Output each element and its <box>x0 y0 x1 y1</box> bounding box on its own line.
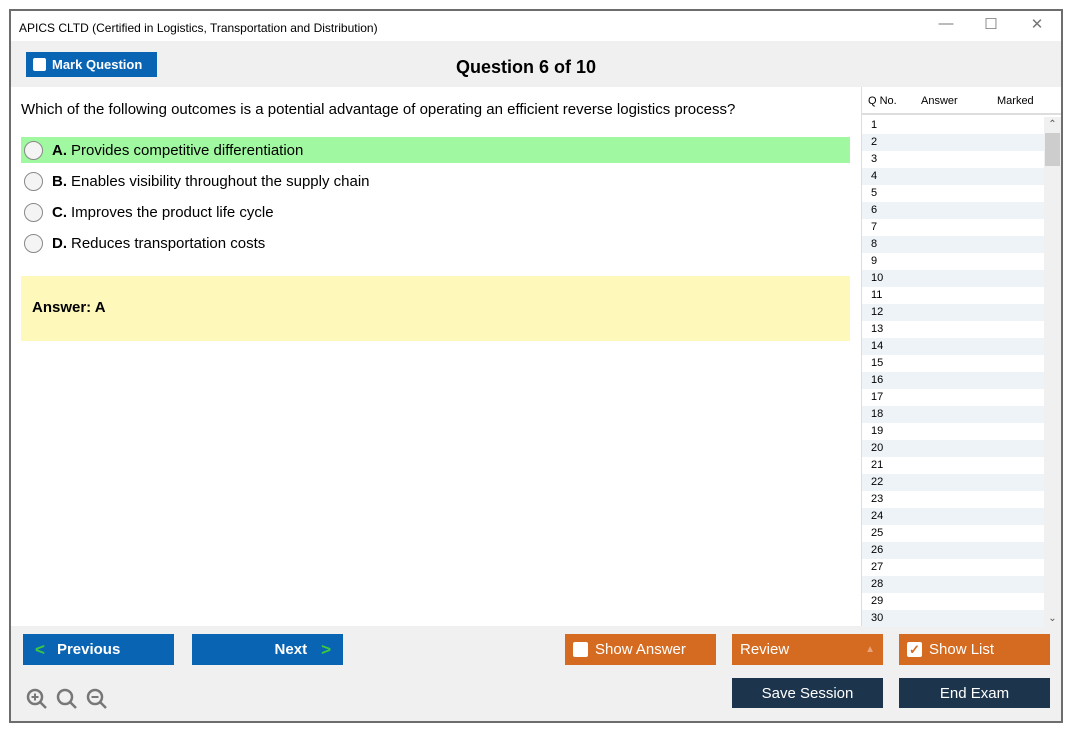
list-rows: 1 2 3 4 5 6 7 8 9 10 11 12 13 14 15 16 17 18 19 20 21 22 23 24 2… <box>862 117 1044 627</box>
option-letter: D. <box>52 234 67 252</box>
scroll-down-icon[interactable]: ⌄ <box>1048 613 1057 624</box>
list-row[interactable]: 6 <box>862 202 1044 219</box>
end-exam-button[interactable]: End Exam <box>899 678 1050 708</box>
minimize-button[interactable]: — <box>938 15 954 32</box>
radio-icon[interactable] <box>24 171 43 191</box>
header-marked: Marked <box>997 95 1034 107</box>
zoom-controls <box>26 688 107 709</box>
list-row[interactable]: 2 <box>862 134 1044 151</box>
list-row[interactable]: 29 <box>871 595 884 607</box>
toolbar: Mark Question Question 6 of 10 <box>11 41 1061 87</box>
checkbox-icon[interactable] <box>573 642 588 657</box>
scrollbar[interactable]: ⌃ ⌄ <box>1044 117 1061 626</box>
list-row[interactable]: 1 <box>871 119 878 131</box>
list-row[interactable]: 24 <box>862 508 1044 525</box>
list-row[interactable]: 18 <box>862 406 1044 423</box>
list-row[interactable]: 23 <box>871 493 884 505</box>
app-window: APICS CLTD (Certified in Logistics, Tran… <box>9 9 1063 723</box>
scroll-up-icon[interactable]: ⌃ <box>1048 119 1057 130</box>
checkmark-icon[interactable]: ✓ <box>907 642 922 657</box>
next-label: Next <box>274 641 308 658</box>
radio-icon[interactable] <box>24 202 43 222</box>
list-row[interactable]: 26 <box>862 542 1044 559</box>
list-row[interactable]: 16 <box>862 372 1044 389</box>
list-header: Q No. Answer Marked <box>862 87 1061 115</box>
previous-label: Previous <box>56 641 121 658</box>
option-c[interactable]: C. Improves the product life cycle <box>21 199 850 225</box>
list-row[interactable]: 28 <box>862 576 1044 593</box>
header-qno: Q No. <box>868 95 897 107</box>
checkbox-icon <box>33 58 46 71</box>
previous-button[interactable]: < Previous <box>23 634 174 665</box>
list-row[interactable]: 9 <box>871 255 878 267</box>
list-row[interactable]: 20 <box>862 440 1044 457</box>
radio-icon[interactable] <box>24 140 43 160</box>
option-d[interactable]: D. Reduces transportation costs <box>21 230 850 256</box>
next-button[interactable]: Next > <box>192 634 343 665</box>
list-row[interactable]: 17 <box>871 391 884 403</box>
show-answer-label: Show Answer <box>595 641 686 658</box>
list-row[interactable]: 10 <box>862 270 1044 287</box>
zoom-reset-icon[interactable] <box>56 688 77 709</box>
list-row[interactable]: 21 <box>871 459 884 471</box>
radio-icon[interactable] <box>24 233 43 253</box>
list-row[interactable]: 22 <box>862 474 1044 491</box>
question-area: Which of the following outcomes is a pot… <box>11 87 861 626</box>
question-counter: Question 6 of 10 <box>455 57 597 77</box>
show-answer-button[interactable]: Show Answer <box>565 634 716 665</box>
caret-up-icon: ▲ <box>865 644 875 655</box>
option-a[interactable]: A. Provides competitive differentiation <box>21 137 850 163</box>
zoom-in-icon[interactable] <box>26 688 47 709</box>
chevron-left-icon: < <box>35 639 45 659</box>
list-row[interactable]: 30 <box>862 610 1044 627</box>
list-row[interactable]: 13 <box>871 323 884 335</box>
review-dropdown[interactable]: Review ▲ <box>732 634 883 665</box>
list-row[interactable]: 12 <box>862 304 1044 321</box>
review-label: Review <box>740 641 790 658</box>
option-text: Provides competitive differentiation <box>71 141 304 159</box>
list-row[interactable]: 19 <box>871 425 884 437</box>
list-row[interactable]: 15 <box>871 357 884 369</box>
option-text: Improves the product life cycle <box>71 203 274 221</box>
mark-question-label: Mark Question <box>52 57 143 72</box>
option-text: Enables visibility throughout the supply… <box>71 172 370 190</box>
option-b[interactable]: B. Enables visibility throughout the supp… <box>21 168 850 194</box>
show-list-button[interactable]: ✓ Show List <box>899 634 1050 665</box>
option-letter: A. <box>52 141 67 159</box>
close-button[interactable]: ✕ <box>1030 16 1044 33</box>
scroll-thumb[interactable] <box>1045 133 1060 166</box>
maximize-button[interactable]: ☐ <box>984 16 998 33</box>
list-row[interactable]: 14 <box>862 338 1044 355</box>
option-text: Reduces transportation costs <box>71 234 266 252</box>
save-session-button[interactable]: Save Session <box>732 678 883 708</box>
question-text: Which of the following outcomes is a pot… <box>21 101 736 118</box>
list-row[interactable]: 3 <box>871 153 878 165</box>
zoom-out-icon[interactable] <box>86 688 107 709</box>
list-row[interactable]: 8 <box>862 236 1044 253</box>
list-row[interactable]: 4 <box>862 168 1044 185</box>
list-row[interactable]: 25 <box>871 527 884 539</box>
list-row[interactable]: 27 <box>871 561 884 573</box>
question-list: Q No. Answer Marked 1 2 3 4 5 6 7 8 9 10 11 12 13 14 1… <box>861 87 1061 627</box>
mark-question-button[interactable]: Mark Question <box>26 52 157 77</box>
show-list-label: Show List <box>929 641 995 658</box>
list-row[interactable]: 7 <box>871 221 878 233</box>
list-row[interactable]: 5 <box>871 187 878 199</box>
list-row[interactable]: 11 <box>871 289 883 301</box>
header-answer: Answer <box>921 95 958 107</box>
window-title: APICS CLTD (Certified in Logistics, Tran… <box>19 21 378 35</box>
answer-box: Answer: A <box>21 276 850 341</box>
option-letter: C. <box>52 203 67 221</box>
title-bar: APICS CLTD (Certified in Logistics, Tran… <box>11 11 1061 41</box>
option-letter: B. <box>52 172 67 190</box>
chevron-right-icon: > <box>321 639 331 659</box>
